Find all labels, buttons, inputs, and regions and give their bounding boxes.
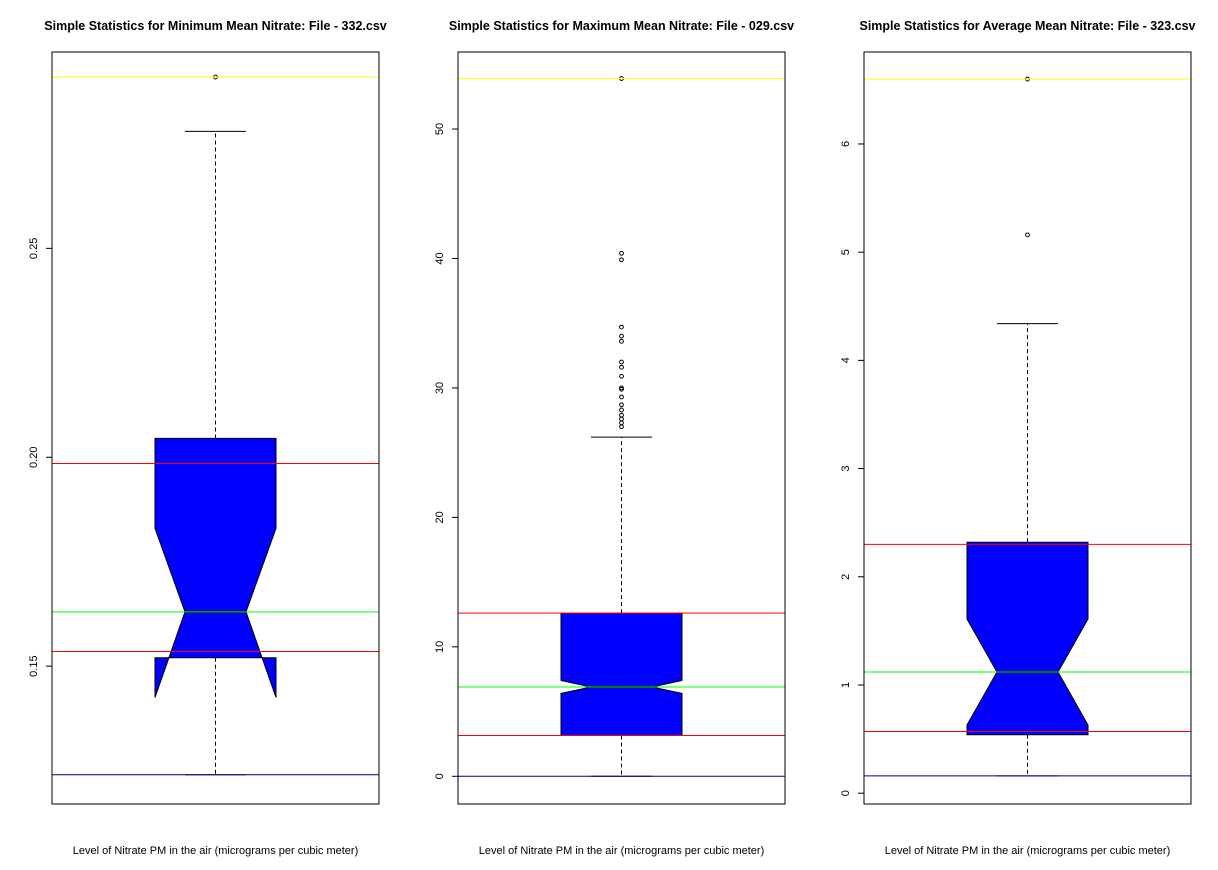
- outlier-point: [619, 364, 624, 370]
- y-tick-label: 0.20: [28, 447, 40, 468]
- outlier-point: [619, 420, 624, 426]
- notched-box: [560, 612, 683, 736]
- y-tick-label: 20: [434, 511, 446, 523]
- y-tick-label: 10: [434, 641, 446, 653]
- y-tick-label: 3: [840, 466, 852, 472]
- y-tick-label: 0.25: [28, 238, 40, 259]
- chart-panel-2: Simple Statistics for Maximum Mean Nitra…: [434, 19, 794, 857]
- outlier-point: [619, 333, 624, 339]
- y-tick-label: 30: [434, 382, 446, 394]
- chart-panel-3: Simple Statistics for Average Mean Nitra…: [840, 19, 1196, 857]
- outlier-point: [619, 324, 624, 330]
- x-axis-label: Level of Nitrate PM in the air (microgra…: [885, 845, 1170, 857]
- y-tick-label: 0: [434, 773, 446, 779]
- y-tick-label: 2: [840, 574, 852, 580]
- y-tick-label: 6: [840, 141, 852, 147]
- outlier-point: [619, 407, 624, 413]
- y-tick-label: 4: [840, 357, 852, 363]
- y-tick-label: 50: [434, 123, 446, 135]
- outlier-point: [619, 385, 624, 391]
- notched-box: [966, 541, 1089, 736]
- outlier-point: [619, 394, 624, 400]
- y-tick-label: 1: [840, 682, 852, 688]
- y-tick-label: 5: [840, 249, 852, 255]
- chart-title: Simple Statistics for Average Mean Nitra…: [859, 19, 1195, 33]
- outlier-point: [619, 412, 624, 418]
- outlier-point: [619, 424, 624, 430]
- y-tick-label: 0.15: [28, 655, 40, 676]
- outlier-point: [619, 257, 624, 263]
- outlier-point: [619, 416, 624, 422]
- outlier-point: [619, 338, 624, 344]
- y-tick-label: 0: [840, 790, 852, 796]
- outlier-point: [619, 359, 624, 365]
- y-tick-label: 40: [434, 252, 446, 264]
- outlier-point: [1025, 232, 1030, 238]
- outlier-point: [619, 373, 624, 379]
- chart-title: Simple Statistics for Minimum Mean Nitra…: [44, 19, 387, 33]
- x-axis-label: Level of Nitrate PM in the air (microgra…: [479, 845, 764, 857]
- outlier-point: [619, 250, 624, 256]
- outlier-point: [619, 402, 624, 408]
- chart-panel-1: Simple Statistics for Minimum Mean Nitra…: [28, 19, 387, 857]
- notched-box: [154, 437, 277, 698]
- chart-title: Simple Statistics for Maximum Mean Nitra…: [449, 19, 794, 33]
- x-axis-label: Level of Nitrate PM in the air (microgra…: [73, 845, 358, 857]
